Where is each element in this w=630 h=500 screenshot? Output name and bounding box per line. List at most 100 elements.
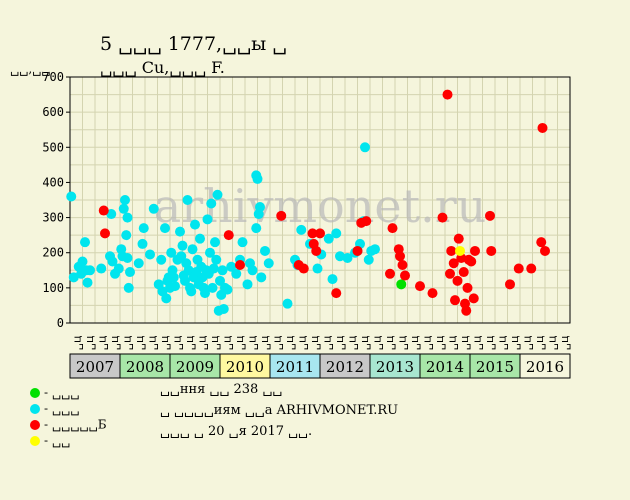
data-point bbox=[445, 268, 455, 279]
watermark: arhivmonet.ru bbox=[154, 179, 487, 233]
legend-item: - ␣␣␣ bbox=[30, 385, 79, 400]
data-point bbox=[177, 240, 188, 251]
data-point bbox=[208, 263, 219, 274]
x-sublabel: ␣ц bbox=[120, 336, 133, 350]
data-point bbox=[260, 245, 270, 256]
data-point bbox=[106, 209, 117, 220]
data-point bbox=[315, 228, 325, 239]
x-sublabel: ␣ц bbox=[445, 336, 458, 350]
data-point bbox=[123, 282, 134, 293]
data-point bbox=[327, 274, 338, 285]
data-point bbox=[156, 254, 167, 265]
data-point bbox=[218, 303, 229, 314]
x-sublabel: ␣ц bbox=[533, 336, 546, 350]
data-point bbox=[212, 189, 223, 200]
data-point bbox=[452, 275, 463, 286]
x-sublabel: ␣ц bbox=[308, 336, 321, 350]
data-point bbox=[237, 237, 248, 248]
data-point bbox=[455, 245, 465, 256]
x-sublabel: ␣ц bbox=[258, 336, 271, 350]
x-sublabel: ␣ц bbox=[345, 336, 358, 350]
x-sublabel: ␣ц bbox=[370, 336, 383, 350]
data-point bbox=[442, 89, 453, 100]
data-point bbox=[458, 267, 469, 278]
x-sublabel: ␣ц bbox=[408, 336, 421, 350]
year-band bbox=[419, 353, 471, 379]
year-band bbox=[469, 353, 521, 379]
year-label: 2015 bbox=[476, 358, 514, 376]
data-point bbox=[276, 210, 287, 221]
data-point bbox=[133, 258, 144, 269]
data-point bbox=[205, 247, 215, 258]
x-sublabel: ␣ц bbox=[283, 336, 296, 350]
year-band bbox=[169, 353, 221, 379]
data-point bbox=[323, 233, 334, 244]
data-point bbox=[331, 288, 342, 299]
y-tick-label: 0 bbox=[57, 316, 64, 330]
y-tick-label: 700 bbox=[42, 70, 64, 84]
data-point bbox=[210, 237, 220, 248]
data-point bbox=[312, 263, 323, 274]
data-point bbox=[256, 272, 267, 283]
data-point bbox=[170, 281, 180, 292]
data-point bbox=[263, 258, 274, 269]
data-point bbox=[113, 263, 124, 274]
y-tick-label: 500 bbox=[42, 140, 64, 154]
x-sublabel: ␣ц bbox=[358, 336, 371, 350]
data-point bbox=[385, 268, 395, 279]
legend-label: - ␣␣␣␣␣Б bbox=[44, 417, 107, 432]
data-point bbox=[125, 267, 135, 278]
y-tick-label: 400 bbox=[42, 175, 64, 189]
data-point bbox=[118, 203, 129, 214]
data-point bbox=[437, 212, 448, 223]
data-point bbox=[505, 279, 515, 290]
year-label: 2008 bbox=[126, 358, 164, 376]
data-point bbox=[77, 256, 88, 267]
x-sublabel: ␣ц bbox=[270, 336, 283, 350]
year-band bbox=[269, 353, 321, 379]
data-point bbox=[540, 245, 550, 256]
data-point bbox=[211, 254, 222, 265]
data-point bbox=[187, 244, 198, 255]
data-point bbox=[335, 251, 345, 262]
data-point bbox=[450, 295, 460, 306]
legend-label: - ␣␣␣ bbox=[44, 401, 80, 416]
data-point bbox=[122, 252, 133, 263]
note-line: ␣␣ння ␣␣ 238 ␣␣ bbox=[160, 382, 283, 397]
data-point bbox=[207, 282, 218, 293]
x-sublabel: ␣ц bbox=[520, 336, 533, 350]
data-point bbox=[85, 265, 95, 276]
x-sublabel: ␣ц bbox=[170, 336, 183, 350]
data-point bbox=[537, 122, 548, 133]
data-point bbox=[138, 223, 149, 234]
note-line: ␣ ␣␣␣␣иям ␣␣а ARHIVMONET.RU bbox=[160, 403, 399, 418]
data-point bbox=[282, 298, 293, 309]
data-point bbox=[461, 305, 472, 316]
data-point bbox=[251, 223, 262, 234]
year-label: 2013 bbox=[376, 358, 414, 376]
legend-swatch bbox=[30, 387, 40, 398]
year-band bbox=[119, 353, 171, 379]
data-point bbox=[361, 216, 372, 227]
data-point bbox=[215, 275, 225, 286]
data-point bbox=[298, 263, 309, 274]
x-sublabel: ␣ц bbox=[83, 336, 96, 350]
x-sublabel: ␣ц bbox=[495, 336, 508, 350]
data-point bbox=[168, 272, 179, 283]
year-label: 2016 bbox=[526, 358, 564, 376]
data-point bbox=[453, 233, 464, 244]
y-tick-label: 300 bbox=[42, 211, 64, 225]
data-point bbox=[148, 203, 159, 214]
chart-title: 5 ␣␣␣ 1777,␣␣ы ␣ bbox=[100, 33, 287, 55]
data-point bbox=[235, 260, 245, 271]
data-point bbox=[396, 279, 407, 290]
data-point bbox=[342, 252, 353, 263]
data-point bbox=[486, 245, 497, 256]
data-point bbox=[446, 245, 457, 256]
y-tick-label: 100 bbox=[42, 281, 64, 295]
year-label: 2007 bbox=[76, 358, 114, 376]
x-sublabel: ␣ц bbox=[220, 336, 233, 350]
data-point bbox=[427, 288, 438, 299]
data-point bbox=[161, 293, 172, 304]
data-point bbox=[190, 219, 200, 230]
